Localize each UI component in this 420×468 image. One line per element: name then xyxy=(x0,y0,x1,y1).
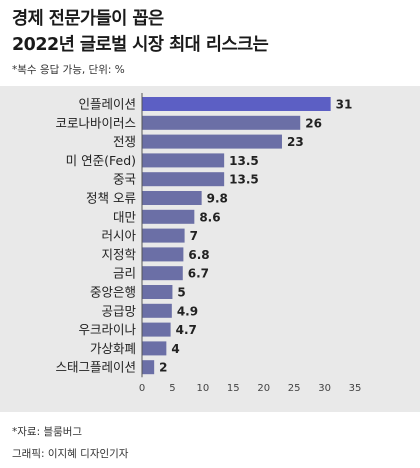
category-label: 러시아 xyxy=(101,228,136,243)
value-label: 6.7 xyxy=(188,267,209,281)
x-tick-label: 20 xyxy=(257,383,270,394)
bar xyxy=(142,266,183,281)
bar xyxy=(142,285,173,299)
graphic-credit: 그래픽: 이지혜 디자인기자 xyxy=(12,448,129,460)
bar-chart: 인플레이션 31 코로나바이러스 26 전쟁 23 미 연준(Fed) 13.5 중국 13.5 정… xyxy=(55,93,362,394)
category-label: 스태그플레이션 xyxy=(55,360,136,375)
value-label: 31 xyxy=(336,98,353,112)
category-label: 가상화폐 xyxy=(90,341,136,356)
x-tick-label: 0 xyxy=(139,383,145,394)
value-label: 13.5 xyxy=(229,154,259,168)
category-label: 중앙은행 xyxy=(90,285,136,300)
category-label: 금리 xyxy=(113,266,136,281)
title-line-1: 경제 전문가들이 꼽은 xyxy=(12,9,164,29)
value-label: 23 xyxy=(287,135,304,149)
bar xyxy=(142,191,202,205)
category-label: 미 연준(Fed) xyxy=(66,153,136,168)
value-label: 2 xyxy=(159,361,167,375)
chart-subtitle: *복수 응답 가능, 단위: % xyxy=(12,64,125,76)
bar xyxy=(142,97,331,111)
bar xyxy=(142,360,155,375)
x-tick-label: 25 xyxy=(288,383,301,394)
bar xyxy=(142,172,225,187)
x-tick-label: 15 xyxy=(227,383,240,394)
category-label: 우크라이나 xyxy=(78,322,136,337)
bar xyxy=(142,322,171,337)
bar xyxy=(142,247,184,262)
category-label: 중국 xyxy=(113,172,136,187)
value-label: 26 xyxy=(305,116,322,130)
x-tick-label: 35 xyxy=(349,383,362,394)
category-label: 공급망 xyxy=(101,303,136,318)
value-label: 7 xyxy=(190,229,198,243)
category-label: 코로나바이러스 xyxy=(55,115,136,130)
category-label: 지정학 xyxy=(101,247,136,262)
bar xyxy=(142,303,172,318)
value-label: 4.7 xyxy=(176,323,197,337)
category-label: 대만 xyxy=(113,209,137,224)
value-label: 4.9 xyxy=(177,304,198,318)
bar xyxy=(142,134,282,149)
x-tick-label: 5 xyxy=(169,383,175,394)
bar xyxy=(142,209,195,224)
x-tick-label: 30 xyxy=(318,383,331,394)
value-label: 4 xyxy=(171,342,179,356)
category-label: 전쟁 xyxy=(113,134,136,149)
category-label: 정책 오류 xyxy=(86,191,136,206)
bar xyxy=(142,115,301,130)
bar xyxy=(142,341,167,356)
x-tick-label: 10 xyxy=(196,383,209,394)
category-label: 인플레이션 xyxy=(78,97,136,112)
value-label: 6.8 xyxy=(188,248,209,262)
value-label: 13.5 xyxy=(229,173,259,187)
value-label: 5 xyxy=(177,286,185,300)
source-note: *자료: 블룸버그 xyxy=(12,426,83,438)
value-label: 9.8 xyxy=(207,192,228,206)
bar xyxy=(142,153,225,168)
bar xyxy=(142,228,185,243)
title-line-2: 2022년 글로벌 시장 최대 리스크는 xyxy=(12,35,269,55)
value-label: 8.6 xyxy=(199,210,220,224)
chart-title: 경제 전문가들이 꼽은 2022년 글로벌 시장 최대 리스크는 xyxy=(12,6,269,58)
